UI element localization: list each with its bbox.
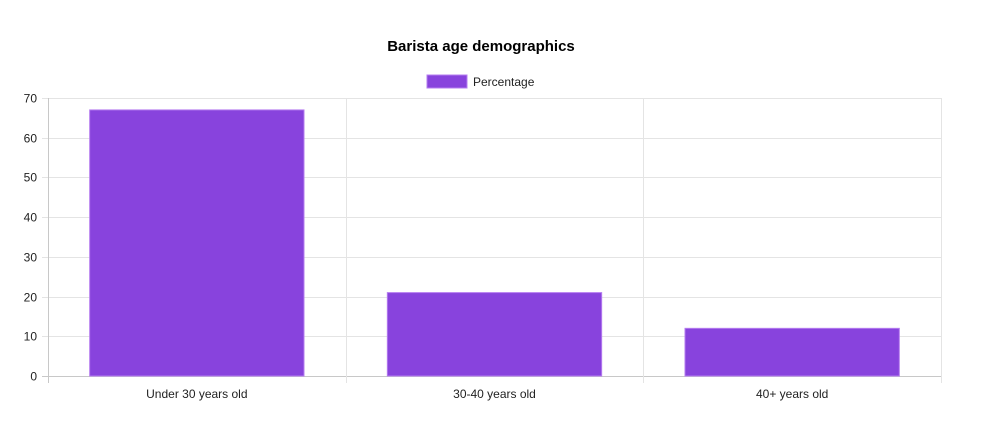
axes: 0 10 20 30 40 50 60 70 Under 30 years old 30-40 y… — [24, 92, 829, 402]
x-tick-label: Under 30 years old — [146, 387, 247, 401]
y-tick-label: 30 — [24, 251, 38, 265]
bar[interactable] — [89, 109, 305, 377]
legend-swatch — [426, 74, 468, 89]
x-tick-label: 30-40 years old — [453, 387, 536, 401]
chart-title: Barista age demographics — [387, 38, 575, 55]
y-tick-label: 60 — [24, 132, 38, 146]
y-tick-label: 50 — [24, 171, 38, 185]
y-tick-label: 20 — [24, 291, 38, 305]
x-tick-label: 40+ years old — [756, 387, 828, 401]
bar[interactable] — [386, 292, 603, 377]
y-tick-label: 40 — [24, 211, 38, 225]
legend-label: Percentage — [473, 75, 535, 89]
legend[interactable]: Percentage — [426, 74, 535, 89]
y-tick-label: 0 — [30, 370, 37, 384]
y-tick-label: 10 — [24, 330, 38, 344]
bars — [89, 109, 900, 377]
y-tick-label: 70 — [24, 92, 38, 106]
bar[interactable] — [684, 327, 900, 377]
